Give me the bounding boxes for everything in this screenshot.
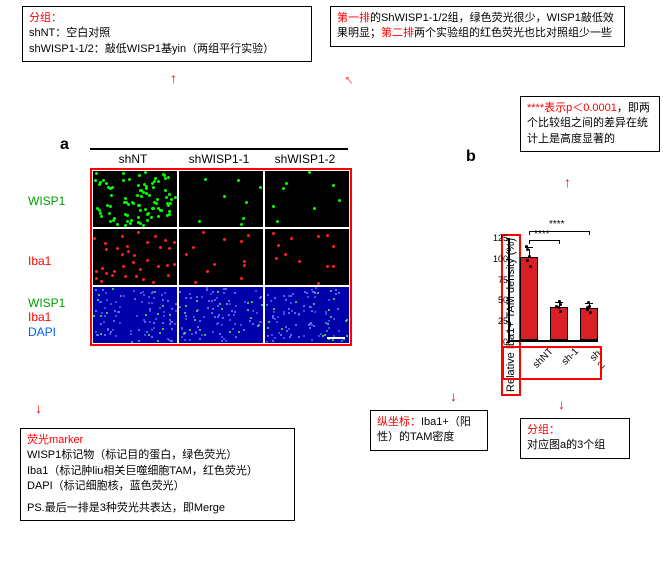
arrow-grouping: ↑ <box>170 70 177 86</box>
fl-cell-1-1 <box>178 228 264 286</box>
row1-p1a: 第一排 <box>337 12 370 24</box>
fl-cell-0-0 <box>92 170 178 228</box>
grouping-line1a: shNT： <box>29 27 66 39</box>
annotation-stars: ****表示p＜0.0001，即两个比较组之间的差异在统计上是高度显著的 <box>520 96 660 152</box>
fl-cell-2-1 <box>178 286 264 344</box>
row1-p2a: 第二排 <box>381 27 414 39</box>
grouping-line2a: shWISP1-1/2： <box>29 43 105 55</box>
panel-b-label: b <box>466 148 476 166</box>
annotation-group: 分组： 对应图a的3个组 <box>520 418 630 459</box>
row-label-0: WISP1 <box>20 194 85 208</box>
sig-label-0: **** <box>534 229 550 240</box>
bar-0 <box>520 257 538 340</box>
markers-l1: WISP1标记物（标记目的蛋白，绿色荧光） <box>27 448 288 463</box>
x-labels-box <box>502 346 602 380</box>
panel-a-label: a <box>60 136 69 154</box>
grouping-line2b: 敲低WISP1基yin（两组平行实验） <box>105 43 274 55</box>
row-label-1: Iba1 <box>20 254 85 268</box>
markers-title: 荧光marker <box>27 433 288 448</box>
arrow-stars: ↑ <box>564 174 571 190</box>
bar-chart: Relative Iba1+ TAM density (%) 025507510… <box>460 230 620 380</box>
fl-cell-1-0 <box>92 228 178 286</box>
annotation-grouping: 分组： shNT：空白对照 shWISP1-1/2：敲低WISP1基yin（两组… <box>22 6 312 62</box>
arrow-yaxis: ↓ <box>450 388 457 404</box>
stars-a: ****表示p＜0.0001 <box>527 102 617 114</box>
fl-cell-0-1 <box>178 170 264 228</box>
group-a: 分组： <box>527 424 560 436</box>
plot-area: 0255075100125shNTsh-1sh-2******** <box>508 238 598 342</box>
annotation-row1: 第一排的ShWISP1-1/2组，绿色荧光很少，WISP1敲低效果明显；第二排两… <box>330 6 625 47</box>
col-header-1: shWISP1-1 <box>176 150 262 168</box>
markers-l2: Iba1（标记肿liu相关巨噬细胞TAM，红色荧光） <box>27 464 288 479</box>
row-label-2: WISP1Iba1DAPI <box>20 296 85 339</box>
panel-a: a shNT shWISP1-1 shWISP1-2 WISP1Iba1WISP… <box>20 148 370 346</box>
col-header-0: shNT <box>90 150 176 168</box>
fluorescence-grid <box>90 168 352 346</box>
markers-l3: DAPI（标记细胞核，蓝色荧光） <box>27 479 288 494</box>
fl-cell-2-2 <box>264 286 350 344</box>
col-headers: shNT shWISP1-1 shWISP1-2 <box>90 149 348 168</box>
grouping-line1b: 空白对照 <box>66 27 110 39</box>
grouping-title-label: 分组： <box>29 12 62 24</box>
fl-cell-0-2 <box>264 170 350 228</box>
fl-cell-1-2 <box>264 228 350 286</box>
annotation-markers: 荧光marker WISP1标记物（标记目的蛋白，绿色荧光） Iba1（标记肿l… <box>20 428 295 521</box>
fl-cell-2-0 <box>92 286 178 344</box>
sig-label-1: **** <box>549 219 565 230</box>
col-header-2: shWISP1-2 <box>262 150 348 168</box>
row1-p2b: 两个实验组的红色荧光也比对照组少一些 <box>414 27 612 39</box>
group-b: 对应图a的3个组 <box>527 439 605 451</box>
markers-ps: PS.最后一排是3种荧光共表达，即Merge <box>27 501 288 516</box>
yaxis-a: 纵坐标： <box>377 416 421 428</box>
arrow-row1: → <box>336 71 357 92</box>
arrow-markers: ↓ <box>35 400 42 416</box>
annotation-yaxis: 纵坐标：Iba1+（阳性）的TAM密度 <box>370 410 488 451</box>
arrow-group: ↓ <box>558 396 565 412</box>
